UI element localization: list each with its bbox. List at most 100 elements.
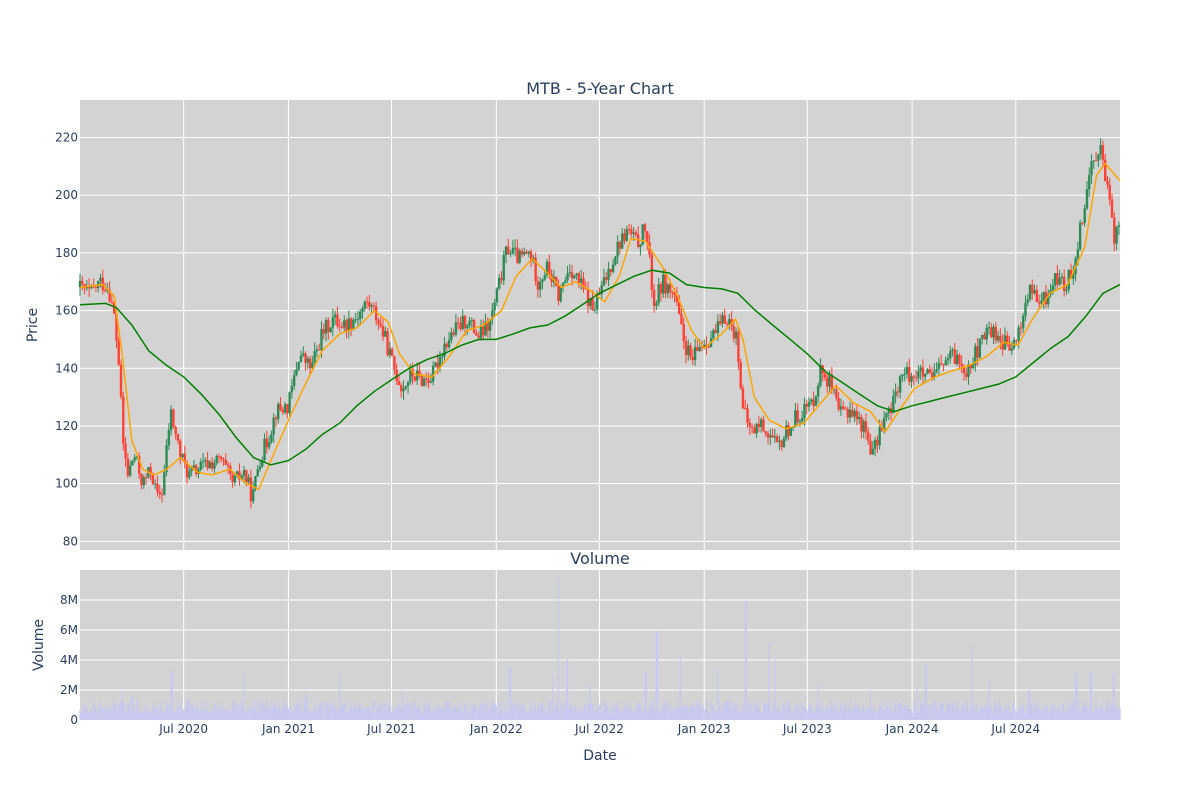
candle-body [270, 434, 273, 443]
candle-body [951, 349, 954, 352]
volume-bar [576, 711, 578, 720]
candle-body [693, 347, 697, 361]
volume-bar [1119, 707, 1121, 720]
candle-body [283, 404, 287, 413]
candle-body [894, 391, 897, 397]
candle-body [1099, 145, 1102, 155]
candle-body [142, 477, 145, 486]
candle-body [242, 470, 246, 476]
volume-bar [151, 713, 153, 720]
candle-body [516, 247, 519, 263]
volume-bar [956, 701, 958, 720]
candle-body [126, 458, 130, 476]
candle-body [529, 251, 533, 262]
volume-bar [662, 701, 664, 720]
candle-body [210, 461, 214, 469]
candle-body [1062, 276, 1066, 291]
candle-body [949, 351, 952, 359]
volume-bar [1036, 709, 1038, 720]
volume-bar [850, 712, 852, 720]
volume-bar [996, 706, 998, 720]
volume-bar [538, 707, 540, 720]
volume-bar [1002, 713, 1004, 720]
volume-bar [293, 711, 295, 720]
volume-bar [340, 709, 342, 720]
volume-bar [817, 685, 819, 720]
volume-bar [509, 666, 512, 720]
volume-bar [553, 713, 555, 720]
candle-body [905, 367, 909, 374]
volume-bar [605, 705, 607, 720]
volume-bar [391, 706, 393, 720]
candle-body [538, 282, 542, 290]
volume-bar [163, 710, 165, 720]
candle-body [486, 321, 489, 331]
volume-bar [89, 712, 91, 720]
candle-body [258, 466, 262, 470]
candle-body [1115, 226, 1118, 244]
volume-bar [970, 709, 972, 720]
candle-body [805, 403, 808, 407]
volume-plot-area[interactable] [80, 570, 1120, 720]
candle-body [996, 336, 1000, 341]
volume-bar [496, 705, 498, 720]
volume-bar [167, 702, 169, 720]
candle-body [673, 292, 676, 296]
candle-body [368, 302, 371, 307]
candle-body [169, 409, 173, 431]
volume-bar [495, 705, 497, 720]
volume-bar [325, 701, 327, 720]
volume-bar [571, 707, 573, 720]
volume-bar-series [79, 579, 1121, 720]
volume-bar [718, 700, 720, 720]
date-x-tick-labels: Jul 2020 Jan 2021 Jul 2021 Jan 2022 Jul 2022… [158, 722, 1040, 736]
volume-bar [425, 705, 427, 720]
price-plot-area[interactable] [80, 100, 1120, 550]
candle-body [625, 229, 628, 241]
candle-body [153, 483, 157, 485]
volume-bar [669, 711, 671, 720]
volume-bar [291, 710, 293, 720]
volume-bar [768, 642, 770, 720]
volume-bar [216, 709, 218, 720]
volume-bar [1110, 704, 1112, 720]
candle-body [677, 301, 681, 314]
volume-bar [442, 709, 444, 720]
volume-bar [1053, 710, 1055, 720]
volume-bar [560, 701, 562, 720]
candle-body [757, 423, 761, 427]
candle-body [655, 303, 658, 306]
volume-bar [127, 703, 129, 720]
volume-bar [453, 706, 455, 720]
volume-bar [1102, 708, 1104, 720]
candle-body [680, 313, 683, 324]
volume-bar [118, 704, 120, 720]
candle-body [400, 385, 403, 392]
volume-bar [708, 712, 710, 720]
volume-bar [405, 709, 407, 720]
volume-bar [648, 704, 651, 720]
volume-bar [412, 700, 414, 720]
volume-bar [479, 703, 481, 720]
volume-bar [1095, 700, 1097, 720]
volume-bar [951, 702, 954, 720]
candle-body [955, 354, 959, 365]
volume-bar [273, 701, 275, 720]
volume-bar [853, 705, 856, 720]
candle-body [135, 456, 139, 458]
volume-bar [308, 709, 310, 720]
candle-body [450, 332, 453, 341]
volume-bar [749, 701, 751, 720]
volume-bar [626, 707, 628, 720]
volume-bar [1057, 708, 1060, 720]
volume-bar [342, 700, 344, 720]
volume-bar [805, 711, 807, 720]
candle-body [812, 399, 815, 406]
volume-bar [357, 701, 359, 720]
candle-body [887, 408, 890, 414]
volume-bar [811, 706, 814, 720]
volume-bar [573, 706, 575, 720]
volume-bar [517, 702, 520, 720]
volume-bar [643, 711, 645, 720]
volume-bar [973, 710, 975, 720]
